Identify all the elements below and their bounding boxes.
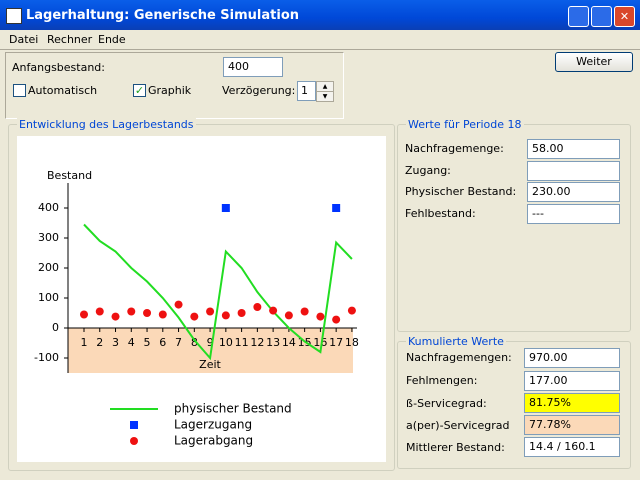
x-tick-label: 9: [207, 336, 214, 349]
marker-dot: [269, 306, 278, 315]
group-title: Entwicklung des Lagerbestands: [17, 118, 196, 131]
marker-dot: [300, 307, 309, 316]
button[interactable]: Weiter: [555, 52, 633, 72]
data-line: [83, 223, 353, 361]
x-tick-label: 10: [219, 336, 233, 349]
x-axis-label: Zeit: [199, 358, 221, 371]
label: Zugang:: [405, 164, 451, 177]
x-tick-label: 14: [282, 336, 296, 349]
output-field: 14.4 / 160.1: [524, 437, 620, 457]
legend-label: Lagerzugang: [174, 418, 252, 432]
close-button[interactable]: ✕: [614, 6, 635, 27]
label: Mittlerer Bestand:: [406, 441, 505, 454]
chart-background: [17, 136, 386, 462]
output-field: 177.00: [524, 371, 620, 391]
marker-dot: [111, 312, 120, 321]
x-tick-label: 16: [313, 336, 327, 349]
label: a(per)-Servicegrad: [406, 419, 510, 432]
label: Verzögerung:: [222, 84, 296, 97]
label: Physischer Bestand:: [405, 185, 517, 198]
x-tick-label: 4: [128, 336, 135, 349]
label: Fehlmengen:: [406, 374, 478, 387]
marker-dot: [332, 315, 341, 324]
output-field: ---: [527, 204, 620, 224]
y-tick-label: 0: [52, 321, 59, 334]
label: Fehlbestand:: [405, 207, 476, 220]
marker-dot: [221, 311, 230, 320]
group-box: [397, 341, 631, 469]
x-tick-label: 5: [144, 336, 151, 349]
x-tick-label: 8: [191, 336, 198, 349]
title-bar: [0, 0, 640, 30]
checkbox[interactable]: [13, 84, 26, 97]
marker-square: [332, 204, 341, 212]
window-title: Lagerhaltung: Generische Simulation: [26, 8, 299, 23]
x-tick-label: 1: [81, 336, 88, 349]
marker-dot: [174, 300, 183, 309]
menu-item[interactable]: Ende: [98, 33, 126, 46]
output-field: 58.00: [527, 139, 620, 159]
marker-dot: [127, 307, 136, 316]
legend-square: [130, 421, 138, 429]
label: Nachfragemengen:: [406, 351, 512, 364]
menu-item[interactable]: Datei: [9, 33, 39, 46]
label: Nachfragemenge:: [405, 142, 504, 155]
y-tick-label: 400: [38, 201, 59, 214]
marker-dot: [253, 303, 262, 311]
marker-dot: [143, 309, 152, 317]
x-tick-label: 2: [96, 336, 103, 349]
menu-item[interactable]: Rechner: [47, 33, 93, 46]
x-tick-label: 13: [266, 336, 280, 349]
output-field: 970.00: [524, 348, 620, 368]
label: Anfangsbestand:: [12, 61, 105, 74]
app-icon: [6, 8, 22, 24]
checkbox-label[interactable]: Automatisch: [28, 84, 98, 97]
checkbox-label[interactable]: Graphik: [148, 84, 192, 97]
group-title: Werte für Periode 18: [406, 118, 524, 131]
y-tick-label: 300: [38, 231, 59, 244]
minimize-button[interactable]: [568, 6, 589, 27]
spin-down[interactable]: ▼: [316, 91, 334, 102]
marker-dot: [237, 309, 246, 317]
marker-dot: [80, 310, 88, 319]
x-tick-label: 12: [250, 336, 264, 349]
y-tick-label: 100: [38, 291, 59, 304]
marker-dot: [347, 306, 356, 315]
label: ß-Servicegrad:: [406, 397, 487, 410]
x-tick-label: 17: [329, 336, 343, 349]
y-tick-label: 200: [38, 261, 59, 274]
output-field: 77.78%: [524, 415, 620, 435]
x-tick-label: 7: [175, 336, 182, 349]
y-tick-label: -100: [34, 351, 59, 364]
x-tick-label: 6: [159, 336, 166, 349]
output-field: [527, 161, 620, 181]
marker-dot: [284, 311, 293, 320]
output-field: 230.00: [527, 182, 620, 202]
marker-square: [221, 204, 230, 212]
maximize-button[interactable]: [591, 6, 612, 27]
text-input[interactable]: 400: [223, 57, 283, 77]
legend-label: physischer Bestand: [174, 402, 292, 416]
checkbox-checked[interactable]: ✓: [133, 84, 146, 97]
marker-dot: [316, 312, 325, 321]
group-box: [8, 124, 395, 471]
legend-dot: [130, 437, 138, 445]
spin-input[interactable]: 1: [297, 81, 316, 101]
marker-dot: [95, 307, 104, 316]
output-field: 81.75%: [524, 393, 620, 413]
group-title: Kumulierte Werte: [406, 335, 506, 348]
x-tick-label: 3: [112, 336, 119, 349]
marker-dot: [190, 312, 199, 321]
x-tick-label: 18: [345, 336, 359, 349]
separator: [0, 49, 640, 50]
legend-label: Lagerabgang: [174, 434, 253, 448]
x-tick-label: 11: [235, 336, 249, 349]
marker-dot: [158, 310, 167, 319]
y-axis-label: Bestand: [47, 169, 92, 182]
marker-dot: [206, 307, 215, 316]
